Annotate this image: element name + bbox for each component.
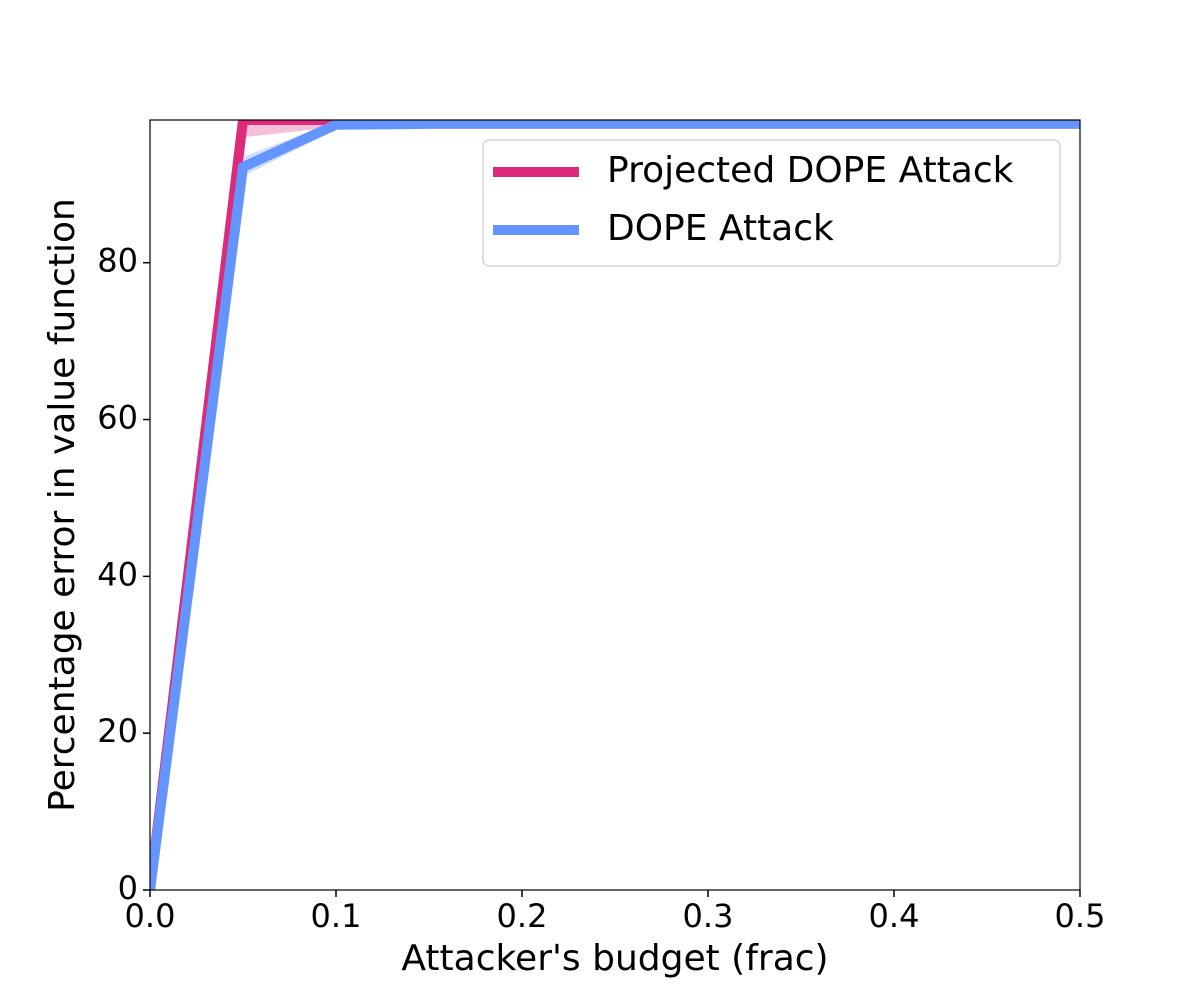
y-tick-label: 80 — [97, 242, 138, 280]
legend-label: Projected DOPE Attack — [607, 150, 1014, 191]
x-tick-label: 0.3 — [683, 897, 734, 935]
data-line — [150, 120, 1080, 890]
y-tick-label: 60 — [97, 399, 138, 437]
y-tick-label: 20 — [97, 712, 138, 750]
y-tick-label: 40 — [97, 555, 138, 593]
x-tick-label: 0.0 — [125, 897, 176, 935]
x-axis-label: Attacker's budget (frac) — [401, 938, 828, 979]
legend-label: DOPE Attack — [607, 208, 834, 249]
plot-area — [150, 120, 1080, 890]
x-tick-label: 0.5 — [1055, 897, 1106, 935]
plot-frame — [149, 119, 1081, 891]
x-tick-label: 0.1 — [311, 897, 362, 935]
y-axis-label: Percentage error in value function — [42, 198, 83, 812]
x-tick-label: 0.4 — [869, 897, 920, 935]
x-tick-label: 0.2 — [497, 897, 548, 935]
legend-box — [482, 139, 1061, 267]
y-tick-label: 0 — [118, 869, 138, 907]
